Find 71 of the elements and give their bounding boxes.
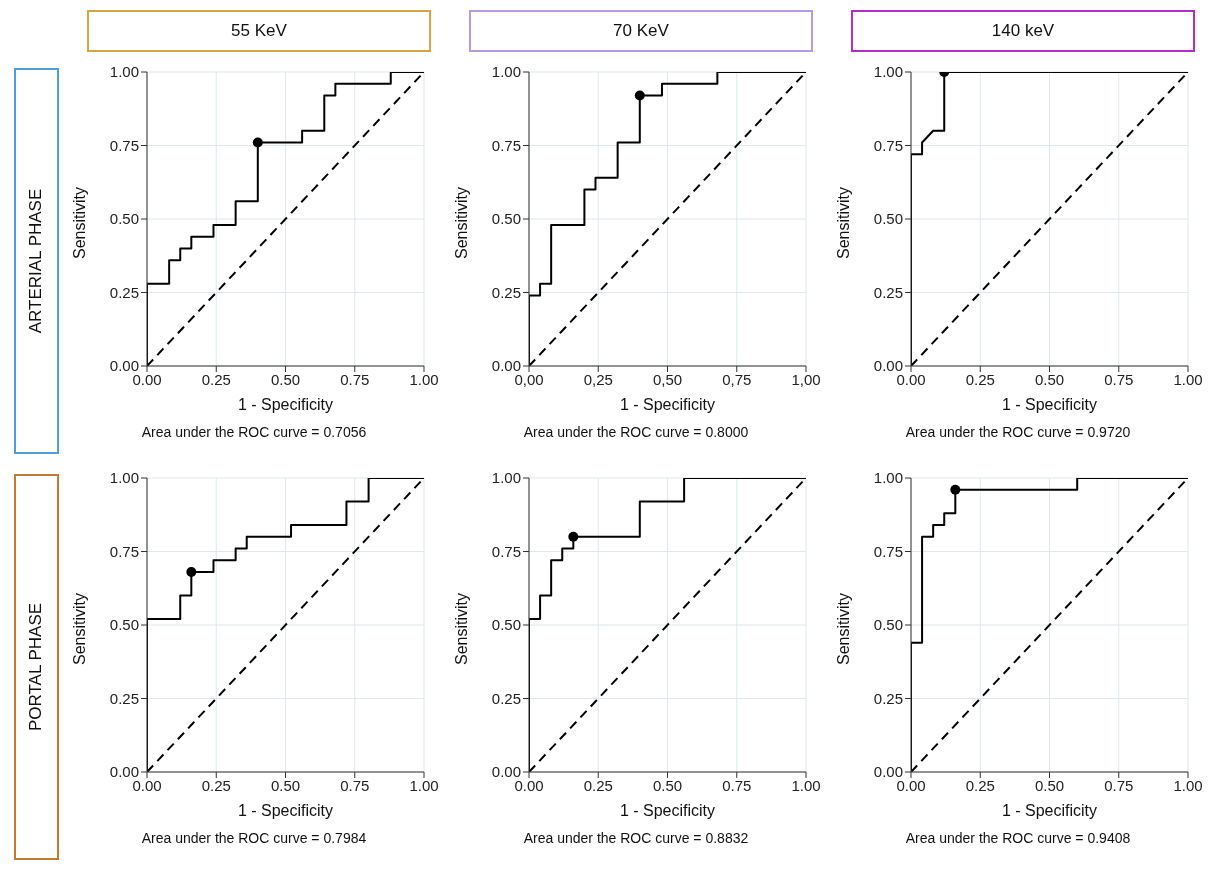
y-axis-title: Sensitivity: [452, 592, 470, 665]
text: PORTAL PHASE: [26, 602, 47, 732]
text: Area under the ROC curve = 0.8832: [523, 830, 749, 846]
y-tick-label: 0.50: [491, 210, 521, 228]
x-tick-label: 0.75: [1103, 370, 1133, 388]
text: Area under the ROC curve = 0.8000: [523, 424, 749, 440]
y-tick-label: 0.50: [873, 616, 903, 634]
y-tick-label: 0.50: [109, 210, 139, 228]
y-axis-title: Sensitivity: [452, 186, 470, 259]
text: ARTERIAL PHASE: [26, 188, 47, 334]
x-tick-label: 0.50: [270, 776, 300, 794]
y-tick-label: 0.25: [873, 283, 903, 301]
x-tick-label: 1.00: [1172, 370, 1203, 388]
text: Area under the ROC curve = 0.7984: [141, 830, 367, 846]
y-tick-label: 1.00: [873, 469, 903, 487]
y-axis-title: Sensitivity: [70, 592, 88, 665]
y-tick-label: 1.00: [109, 469, 139, 487]
chart-title: 70 KeV: [469, 10, 813, 52]
x-tick-label: 0.25: [201, 370, 231, 388]
y-tick-label: 0.50: [109, 616, 139, 634]
y-axis-title: Sensitivity: [70, 186, 88, 259]
x-tick-label: 0.50: [652, 776, 682, 794]
x-tick-label: 0.50: [1034, 370, 1064, 388]
y-tick-label: 0.25: [109, 283, 139, 301]
x-tick-label: 1,00: [790, 370, 821, 388]
y-tick-label: 0.75: [873, 542, 903, 560]
y-tick-label: 0.25: [491, 283, 521, 301]
y-tick-label: 1.00: [491, 469, 521, 487]
y-tick-label: 0.75: [873, 136, 903, 154]
y-tick-label: 0.75: [109, 542, 139, 560]
x-tick-label: 0.75: [339, 370, 369, 388]
x-tick-label: 0.25: [965, 370, 995, 388]
x-tick-label: 0.50: [1034, 776, 1064, 794]
y-tick-label: 0.25: [109, 689, 139, 707]
y-tick-label: 0.25: [873, 689, 903, 707]
x-tick-label: 0.25: [201, 776, 231, 794]
y-tick-label: 0.75: [491, 542, 521, 560]
x-axis-title: 1 - Specificity: [619, 802, 715, 819]
x-tick-label: 0.50: [270, 370, 300, 388]
text: Area under the ROC curve = 0.9408: [905, 830, 1131, 846]
y-axis-title: Sensitivity: [834, 592, 852, 665]
y-tick-label: 1.00: [109, 63, 139, 81]
x-tick-label: 1.00: [408, 370, 439, 388]
x-tick-label: 0.75: [339, 776, 369, 794]
x-axis-title: 1 - Specificity: [237, 396, 333, 413]
y-tick-label: 0.75: [491, 136, 521, 154]
chart-title: 140 keV: [851, 10, 1195, 52]
chart-title: 55 KeV: [87, 10, 431, 52]
x-tick-label: 0.75: [1103, 776, 1133, 794]
y-tick-label: 0.75: [109, 136, 139, 154]
x-tick-label: 0.25: [965, 776, 995, 794]
x-axis-title: 1 - Specificity: [1001, 396, 1097, 413]
x-tick-label: 0.75: [721, 776, 751, 794]
x-tick-label: 1.00: [790, 776, 821, 794]
x-axis-title: 1 - Specificity: [619, 396, 715, 413]
x-tick-label: 0.25: [583, 776, 613, 794]
y-tick-label: 0.25: [491, 689, 521, 707]
text: Area under the ROC curve = 0.9720: [905, 424, 1131, 440]
x-axis-title: 1 - Specificity: [1001, 802, 1097, 819]
y-tick-label: 0.50: [873, 210, 903, 228]
x-axis-title: 1 - Specificity: [237, 802, 333, 819]
y-tick-label: 1.00: [491, 63, 521, 81]
text: Area under the ROC curve = 0.7056: [141, 424, 367, 440]
x-tick-label: 0,50: [652, 370, 682, 388]
y-axis-title: Sensitivity: [834, 186, 852, 259]
y-tick-label: 1.00: [873, 63, 903, 81]
x-tick-label: 1.00: [1172, 776, 1203, 794]
x-tick-label: 0,25: [583, 370, 613, 388]
x-tick-label: 1.00: [408, 776, 439, 794]
y-tick-label: 0.50: [491, 616, 521, 634]
x-tick-label: 0,75: [721, 370, 751, 388]
